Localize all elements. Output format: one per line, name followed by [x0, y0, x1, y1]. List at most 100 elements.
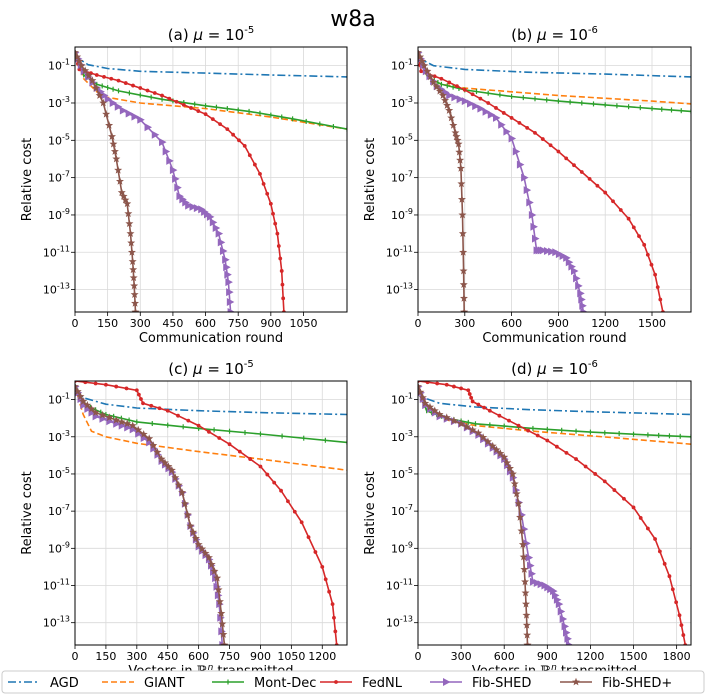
fednl-marker: [509, 116, 514, 120]
fednl-marker: [138, 86, 143, 90]
fib-shed-marker: [555, 600, 564, 609]
chart-panel-2: 0 300 600 900 1200 1500 10-1 10-3 10-5 10-7 10-9 10…: [363, 25, 692, 346]
fednl-marker: [272, 480, 277, 485]
fib-shed-marker: [109, 98, 118, 107]
fib-shed--marker: [81, 66, 90, 75]
fednl-marker: [526, 428, 531, 433]
plot-frame: [417, 46, 692, 313]
legend-label: GIANT: [144, 676, 185, 691]
x-tick-label: 750: [219, 650, 240, 663]
fib-shed--marker: [505, 464, 514, 472]
fib-shed--marker: [171, 473, 180, 482]
fib-shed--marker: [521, 588, 530, 597]
fib-shed--marker: [112, 415, 121, 424]
y-tick-label: 10-13: [386, 282, 413, 297]
fib-shed--marker: [110, 147, 119, 155]
fib-shed--marker: [423, 67, 432, 75]
fednl-marker: [452, 384, 456, 389]
fib-shed--marker: [109, 139, 118, 148]
y-tick-label: 10-11: [386, 578, 413, 593]
fib-shed-marker: [477, 104, 485, 113]
fednl-marker: [469, 395, 474, 400]
fib-shed--marker: [75, 52, 82, 61]
y-tick-label: 10-11: [386, 244, 413, 259]
legend-item-agd: AGD: [8, 676, 79, 691]
y-tick-label: 10-5: [391, 466, 413, 481]
fib-shed--marker: [131, 299, 140, 307]
fednl-marker: [109, 76, 114, 81]
y-tick-label: 10-1: [48, 392, 70, 407]
x-axis-label: Communication round: [482, 331, 626, 346]
fednl-marker: [225, 127, 230, 132]
series-mont-dec: [418, 386, 691, 438]
fib-shed--marker: [462, 422, 471, 431]
chart-title: (a) μ = 10-5: [168, 25, 254, 44]
fib-shed--marker: [128, 421, 137, 430]
fib-shed--marker: [217, 609, 226, 617]
fib-shed--marker: [458, 229, 467, 238]
fednl-marker: [425, 381, 430, 385]
fib-shed--marker: [488, 441, 497, 450]
fednl-marker: [280, 282, 285, 287]
fib-shed-marker: [193, 204, 202, 213]
y-axis-label: Relative cost: [20, 138, 35, 222]
x-tick-label: 1050: [277, 650, 305, 663]
y-tick-label: 10-11: [43, 578, 70, 593]
x-tick-label: 450: [162, 317, 183, 330]
fib-shed--marker: [520, 565, 529, 573]
series-mont-dec: [75, 386, 347, 444]
x-tick-label: 1050: [289, 317, 317, 330]
fednl-marker: [313, 550, 318, 554]
y-tick-label: 10-1: [48, 58, 70, 73]
fednl-marker: [486, 101, 491, 105]
fednl-marker: [196, 109, 201, 113]
fednl-marker: [94, 73, 99, 77]
fib-shed-marker: [575, 281, 583, 290]
fib-shed--marker: [75, 382, 79, 390]
x-tick-label: 1200: [308, 650, 336, 663]
fib-shed--marker: [522, 611, 531, 619]
fednl-marker: [265, 191, 270, 196]
fib-shed--marker: [129, 265, 138, 274]
fib-shed--marker: [183, 510, 192, 519]
fednl-marker: [116, 78, 121, 83]
fib-shed--marker: [130, 281, 139, 290]
fib-shed--marker: [214, 585, 223, 594]
y-tick-label: 10-7: [391, 503, 413, 518]
fednl-marker: [196, 423, 201, 428]
fib-shed--marker: [128, 257, 137, 266]
fib-shed-marker: [162, 147, 171, 156]
fib-shed--marker: [426, 72, 435, 81]
fib-shed-marker: [226, 288, 234, 297]
fednl-marker: [149, 403, 154, 408]
fib-shed-marker: [565, 258, 574, 267]
fib-shed-marker: [543, 247, 552, 256]
fib-shed-marker: [528, 569, 537, 578]
series-fednl: [418, 52, 664, 312]
fib-shed--marker: [418, 48, 422, 56]
fib-shed-marker: [144, 123, 153, 132]
x-tick-label: 300: [130, 317, 151, 330]
fib-shed--marker: [432, 82, 441, 91]
y-tick-label: 10-3: [48, 95, 70, 110]
fib-shed--marker: [114, 165, 123, 174]
fednl-marker: [667, 574, 672, 579]
fednl-marker: [622, 496, 626, 501]
fib-shed--marker: [455, 147, 464, 156]
fib-shed-marker: [206, 212, 215, 221]
fib-shed--marker: [457, 179, 466, 188]
fib-shed--marker: [447, 113, 456, 122]
legend-item-mont-dec: Mont-Dec: [212, 676, 316, 691]
fib-shed-marker: [451, 93, 459, 102]
fib-shed--marker: [153, 448, 162, 456]
fednl-marker: [501, 111, 506, 115]
fib-shed-marker: [537, 580, 546, 589]
fednl-marker: [330, 602, 335, 606]
fib-shed-marker: [125, 109, 134, 118]
fib-shed-marker: [131, 112, 139, 121]
fib-shed--marker: [522, 620, 531, 629]
fib-shed-marker: [561, 622, 570, 631]
y-tick-label: 10-13: [386, 615, 413, 630]
fib-shed--marker: [215, 597, 224, 606]
plot-frame: [74, 46, 348, 313]
